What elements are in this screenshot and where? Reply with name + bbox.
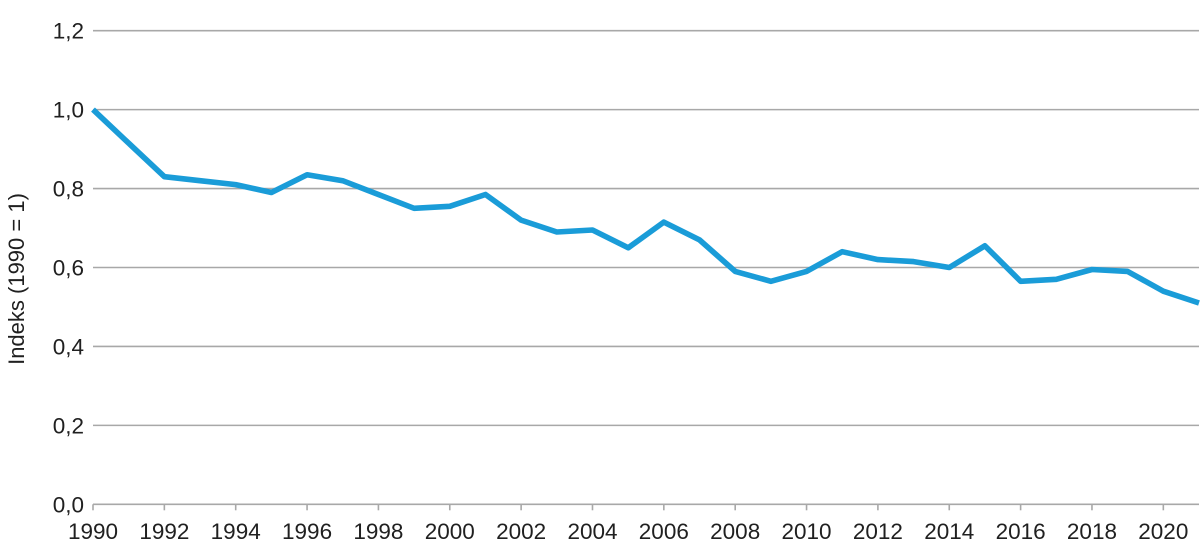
x-tick-label: 2002 — [496, 519, 546, 544]
y-axis-title: Indeks (1990 = 1) — [4, 193, 29, 365]
x-tick-label: 2014 — [924, 519, 974, 544]
data-line — [91, 107, 1200, 306]
x-tick-label: 2016 — [996, 519, 1046, 544]
x-tick-label: 2018 — [1067, 519, 1117, 544]
x-tick-label: 2012 — [853, 519, 903, 544]
x-tick-label: 1998 — [353, 519, 403, 544]
y-tick-label: 0,6 — [53, 256, 84, 281]
x-tick-label: 2006 — [639, 519, 689, 544]
x-tick-label: 1990 — [68, 519, 118, 544]
y-tick-label: 0,4 — [53, 334, 84, 359]
y-tick-label: 0,0 — [53, 492, 84, 517]
y-tick-label: 0,2 — [53, 413, 84, 438]
x-tick-label: 2020 — [1138, 519, 1188, 544]
x-tick-label: 1994 — [211, 519, 261, 544]
x-tick-label: 2010 — [782, 519, 832, 544]
y-tick-label: 0,8 — [53, 177, 84, 202]
x-tick-label: 2008 — [710, 519, 760, 544]
x-tick-label: 2004 — [567, 519, 617, 544]
x-tick-label: 1992 — [139, 519, 189, 544]
y-tick-label: 1,2 — [53, 19, 84, 44]
y-tick-label: 1,0 — [53, 98, 84, 123]
x-tick-label: 1996 — [282, 519, 332, 544]
x-tick-label: 2000 — [425, 519, 475, 544]
